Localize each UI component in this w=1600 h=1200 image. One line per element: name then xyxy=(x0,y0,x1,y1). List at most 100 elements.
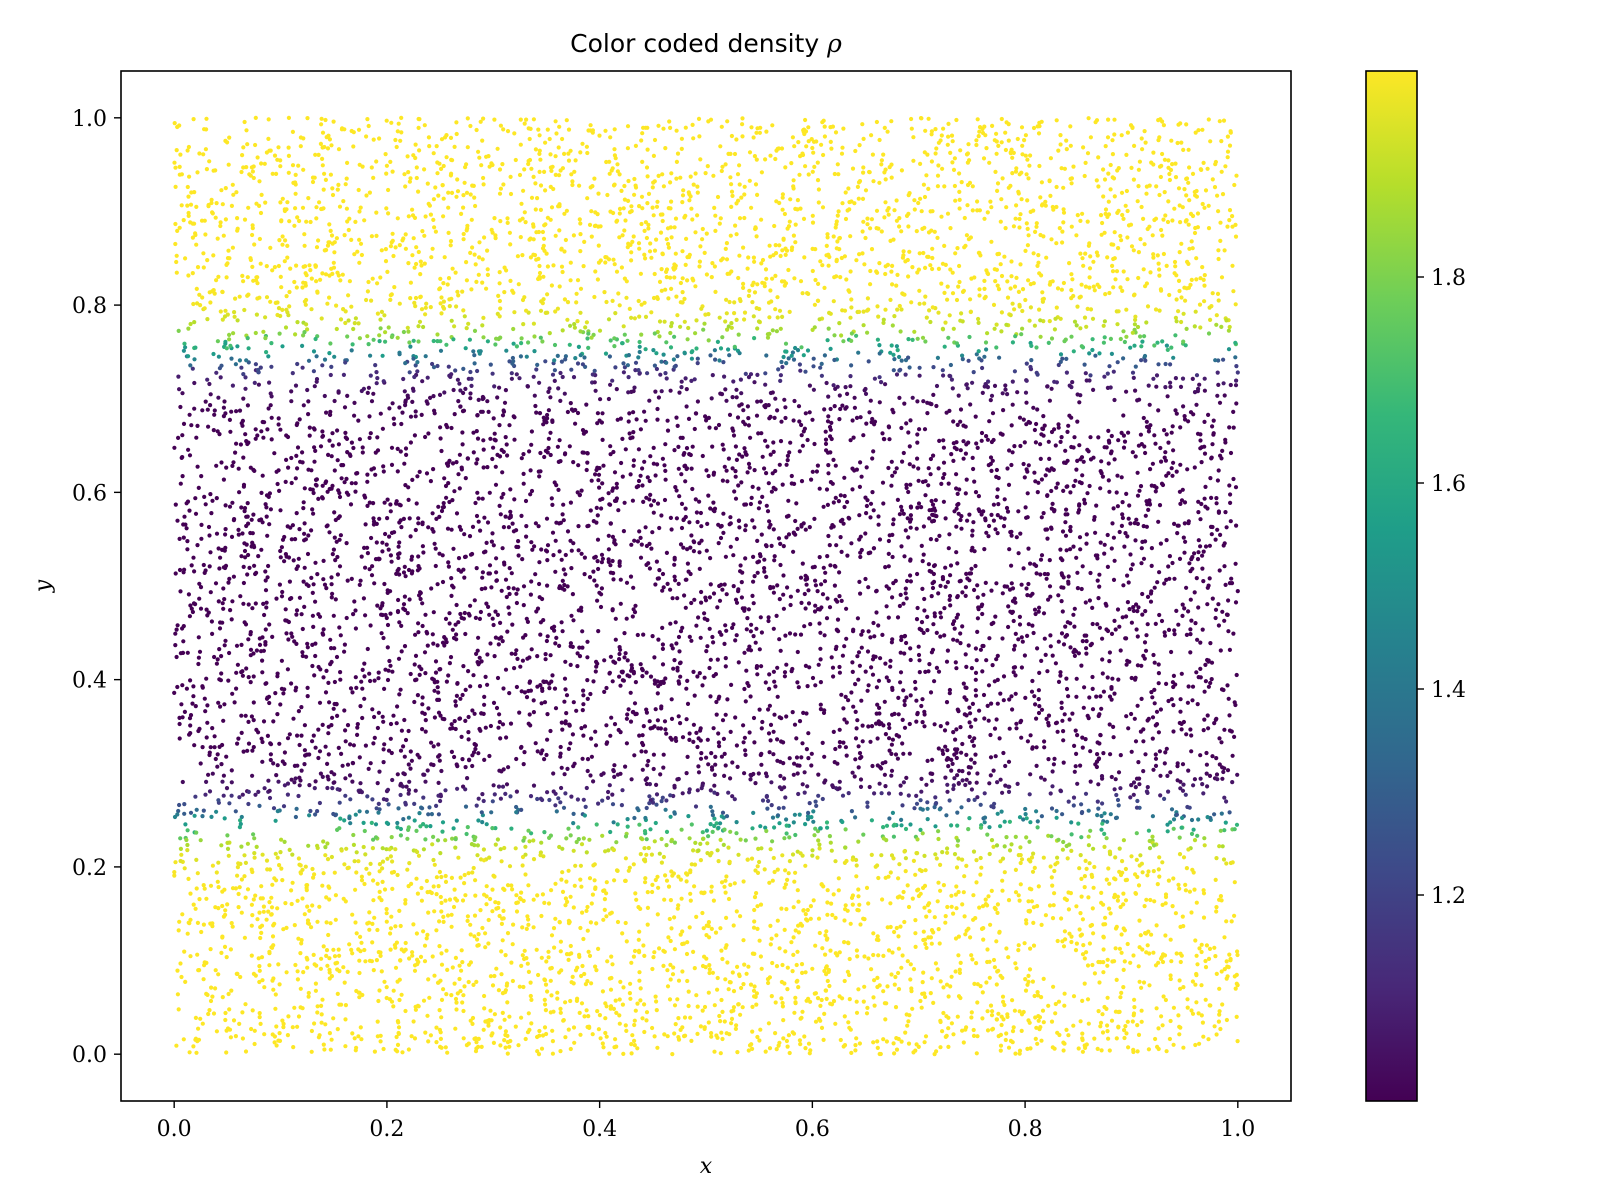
scatter-point xyxy=(643,314,649,319)
scatter-point xyxy=(407,370,412,375)
scatter-point xyxy=(560,328,565,333)
scatter-point xyxy=(1035,904,1040,909)
scatter-point xyxy=(436,504,441,509)
scatter-point xyxy=(181,639,186,644)
scatter-point xyxy=(239,670,244,675)
scatter-point xyxy=(1013,867,1019,873)
scatter-point xyxy=(779,419,784,424)
scatter-point xyxy=(854,857,859,863)
scatter-point xyxy=(738,1012,743,1017)
scatter-point xyxy=(626,198,631,203)
scatter-point xyxy=(386,211,391,216)
scatter-point xyxy=(1041,855,1046,860)
scatter-point xyxy=(838,406,843,412)
scatter-point xyxy=(324,410,329,415)
scatter-point xyxy=(699,589,704,595)
scatter-point xyxy=(524,616,529,621)
scatter-point xyxy=(922,991,927,996)
scatter-point xyxy=(795,348,801,353)
scatter-point xyxy=(392,530,397,535)
scatter-point xyxy=(507,566,512,571)
scatter-point xyxy=(710,829,715,835)
scatter-point xyxy=(631,234,636,239)
scatter-point xyxy=(302,232,307,237)
scatter-point xyxy=(1136,184,1141,189)
scatter-point xyxy=(246,675,251,680)
scatter-point xyxy=(1117,846,1122,851)
scatter-point xyxy=(800,443,806,448)
scatter-point xyxy=(811,809,816,814)
scatter-point xyxy=(1039,995,1044,1000)
scatter-point xyxy=(354,685,359,691)
scatter-point xyxy=(1039,814,1044,819)
scatter-point xyxy=(1105,963,1110,968)
scatter-point xyxy=(1006,1045,1012,1050)
scatter-point xyxy=(652,271,657,277)
scatter-point xyxy=(1224,1017,1229,1023)
scatter-point xyxy=(358,781,363,786)
scatter-point xyxy=(307,783,312,788)
scatter-point xyxy=(691,278,696,283)
scatter-point xyxy=(443,898,448,903)
scatter-point xyxy=(388,553,393,558)
scatter-point xyxy=(275,712,280,717)
scatter-point xyxy=(393,965,399,970)
scatter-point xyxy=(528,980,533,985)
scatter-point xyxy=(625,658,630,663)
scatter-point xyxy=(488,723,493,729)
scatter-point xyxy=(1041,510,1046,516)
scatter-point xyxy=(646,758,651,764)
scatter-point xyxy=(283,479,288,484)
scatter-point xyxy=(1120,515,1125,521)
scatter-point xyxy=(245,501,250,506)
scatter-point xyxy=(1100,801,1105,806)
scatter-point xyxy=(976,320,981,325)
scatter-point xyxy=(1066,907,1071,912)
scatter-point xyxy=(412,662,417,667)
scatter-point xyxy=(288,525,293,530)
scatter-point xyxy=(463,787,468,792)
scatter-point xyxy=(493,842,498,847)
scatter-point xyxy=(412,818,417,823)
scatter-point xyxy=(1071,795,1077,800)
scatter-point xyxy=(593,388,598,393)
scatter-point xyxy=(633,680,639,685)
scatter-point xyxy=(1193,225,1198,231)
scatter-point xyxy=(324,895,329,900)
scatter-point xyxy=(377,869,382,874)
scatter-point xyxy=(451,337,456,342)
scatter-point xyxy=(304,654,309,659)
scatter-point xyxy=(439,997,445,1003)
scatter-point xyxy=(475,853,480,858)
scatter-point xyxy=(1027,792,1032,797)
scatter-point xyxy=(818,259,823,264)
scatter-point xyxy=(756,319,762,324)
scatter-point xyxy=(1202,836,1207,841)
scatter-point xyxy=(523,844,528,849)
scatter-point xyxy=(941,460,947,465)
scatter-point xyxy=(705,164,710,169)
scatter-point xyxy=(317,700,323,705)
scatter-point xyxy=(330,443,335,448)
scatter-point xyxy=(590,184,595,189)
scatter-point xyxy=(1107,881,1112,886)
scatter-point xyxy=(569,613,574,618)
scatter-point xyxy=(428,212,433,217)
scatter-point xyxy=(390,169,395,174)
scatter-point xyxy=(884,604,889,609)
scatter-point xyxy=(276,145,281,150)
scatter-point xyxy=(331,119,336,124)
scatter-point xyxy=(856,839,861,844)
scatter-point xyxy=(958,725,963,730)
scatter-point xyxy=(529,429,535,434)
scatter-point xyxy=(926,466,931,471)
scatter-point xyxy=(892,357,897,362)
scatter-point xyxy=(348,686,354,691)
scatter-point xyxy=(237,408,243,413)
scatter-point xyxy=(281,1021,286,1026)
scatter-point xyxy=(805,784,810,789)
scatter-point xyxy=(355,732,360,738)
scatter-point xyxy=(977,708,982,713)
scatter-point xyxy=(726,347,731,352)
scatter-point xyxy=(490,531,495,536)
